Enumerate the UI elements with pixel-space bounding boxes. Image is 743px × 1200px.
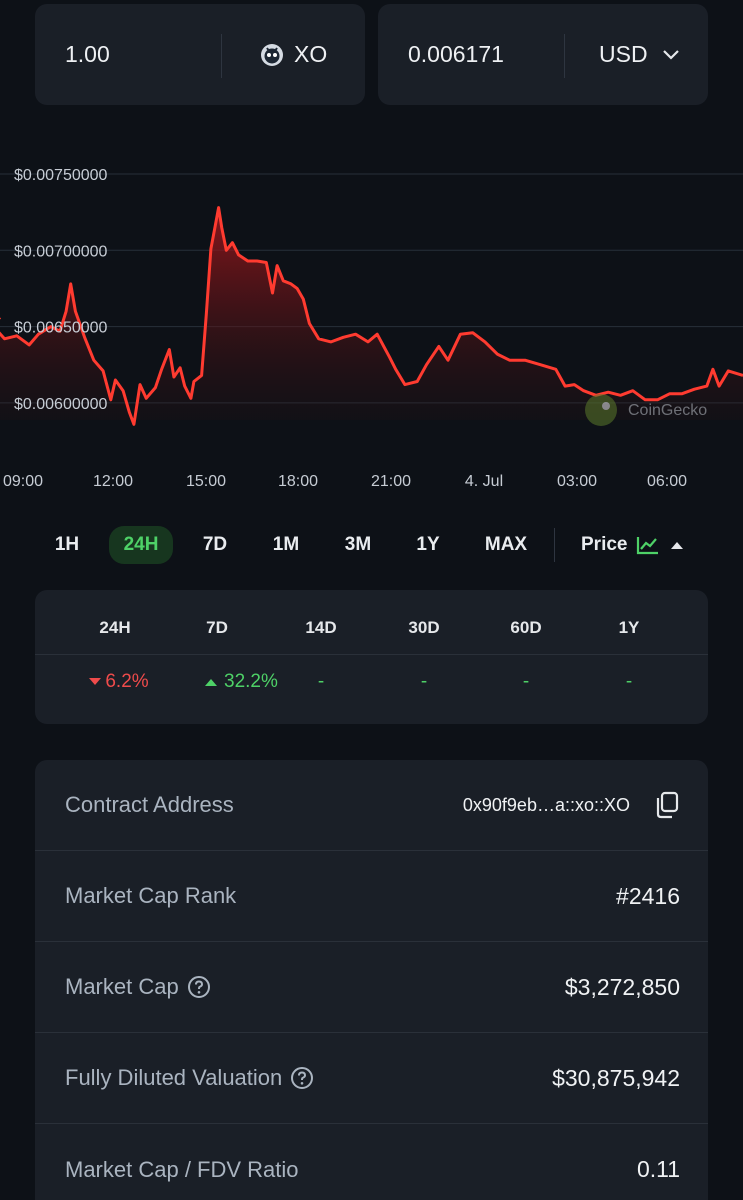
- stat-label-wrap: Fully Diluted Valuation: [65, 1033, 314, 1123]
- amount-converter-fiat[interactable]: 0.006171 USD: [378, 4, 708, 105]
- stat-row-market-cap: Market Cap $3,272,850: [35, 942, 708, 1033]
- line-chart-icon: [637, 537, 659, 555]
- change-30d: -: [420, 671, 428, 692]
- header-divider: [35, 654, 708, 655]
- token-selector[interactable]: XO: [260, 4, 327, 105]
- y-tick-label: $0.00700000: [14, 243, 108, 260]
- amount-converter-token[interactable]: 1.00 XO: [35, 4, 365, 105]
- stat-row-contract: Contract Address 0x90f9eb…a::xo::XO: [35, 760, 708, 851]
- stat-value: $3,272,850: [564, 973, 680, 1000]
- currency-label: USD: [599, 41, 648, 67]
- x-tick-label: 18:00: [278, 473, 318, 490]
- price-change-table: 24H 7D 14D 30D 60D 1Y 6.2% 32.2% - - - -: [35, 590, 708, 724]
- y-tick-label: $0.00750000: [14, 167, 108, 184]
- change-1y: -: [625, 671, 633, 692]
- range-tabs: 1H 24H 7D 1M 3M 1Y MAX Price: [0, 526, 743, 564]
- chart-type-label: Price: [581, 534, 628, 555]
- col-header: 24H: [99, 618, 131, 637]
- x-tick-label: 06:00: [647, 473, 687, 490]
- stat-row-rank: Market Cap Rank #2416: [35, 851, 708, 942]
- copy-icon[interactable]: [654, 791, 680, 819]
- stat-row-fdv: Fully Diluted Valuation $30,875,942: [35, 1033, 708, 1124]
- change-7d: 32.2%: [205, 671, 305, 693]
- stat-value: 0.11: [636, 1156, 680, 1182]
- market-stats-panel: Contract Address 0x90f9eb…a::xo::XO Mark…: [35, 760, 708, 1200]
- tab-24h[interactable]: 24H: [109, 526, 173, 564]
- x-tick-label: 15:00: [186, 473, 226, 490]
- stat-value: #2416: [616, 882, 680, 909]
- contract-address[interactable]: 0x90f9eb…a::xo::XO: [462, 794, 630, 815]
- coingecko-watermark: CoinGecko: [585, 394, 707, 426]
- stat-label: Market Cap / FDV Ratio: [65, 1156, 299, 1182]
- x-tick-label: 03:00: [557, 473, 597, 490]
- change-14d: -: [317, 671, 325, 692]
- chart-type-selector[interactable]: Price: [581, 526, 684, 564]
- converter-divider: [221, 34, 222, 78]
- change-60d: -: [522, 671, 530, 692]
- x-tick-label: 09:00: [3, 473, 43, 490]
- chevron-down-icon: [662, 49, 679, 60]
- currency-selector[interactable]: USD: [599, 4, 680, 105]
- col-header: 7D: [206, 618, 228, 637]
- token-amount-input[interactable]: 1.00: [65, 41, 110, 67]
- help-icon[interactable]: [187, 975, 211, 999]
- caret-up-icon: [671, 542, 684, 549]
- stat-label: Contract Address: [65, 792, 234, 817]
- col-header: 14D: [305, 618, 337, 637]
- tab-1y[interactable]: 1Y: [416, 534, 440, 555]
- col-header: 30D: [408, 618, 440, 637]
- stat-value: $30,875,942: [552, 1064, 680, 1091]
- converter-divider: [564, 34, 565, 78]
- caret-down-icon: [89, 677, 102, 685]
- price-chart[interactable]: $0.00750000 $0.00700000 $0.00650000 $0.0060…: [0, 130, 743, 510]
- help-icon[interactable]: [290, 1066, 314, 1090]
- fiat-amount-input[interactable]: 0.006171: [408, 41, 504, 67]
- y-tick-label: $0.00600000: [14, 396, 108, 413]
- tab-1m[interactable]: 1M: [272, 534, 300, 555]
- stat-row-ratio: Market Cap / FDV Ratio 0.11: [35, 1124, 708, 1200]
- col-header: 1Y: [618, 618, 640, 637]
- stat-label: Fully Diluted Valuation: [65, 1065, 283, 1090]
- tab-7d[interactable]: 7D: [202, 534, 228, 555]
- stat-label-wrap: Market Cap: [65, 942, 211, 1032]
- price-area-fill: [0, 207, 743, 425]
- tab-3m[interactable]: 3M: [344, 534, 372, 555]
- x-tick-label: 12:00: [93, 473, 133, 490]
- tab-divider: [554, 528, 555, 562]
- stat-label: Market Cap: [65, 974, 179, 999]
- token-symbol: XO: [294, 41, 328, 67]
- caret-up-icon: [205, 678, 217, 686]
- price-line: [0, 206, 743, 426]
- x-tick-label: 4. Jul: [465, 473, 503, 490]
- xo-coin-icon: [261, 43, 283, 66]
- watermark-text: CoinGecko: [628, 402, 707, 419]
- stat-label: Market Cap Rank: [65, 883, 237, 908]
- tab-max[interactable]: MAX: [484, 534, 528, 555]
- col-header: 60D: [510, 618, 542, 637]
- x-tick-label: 21:00: [371, 473, 411, 490]
- y-tick-label: $0.00650000: [14, 320, 108, 337]
- change-24h: 6.2%: [69, 671, 169, 693]
- tab-1h[interactable]: 1H: [54, 534, 80, 555]
